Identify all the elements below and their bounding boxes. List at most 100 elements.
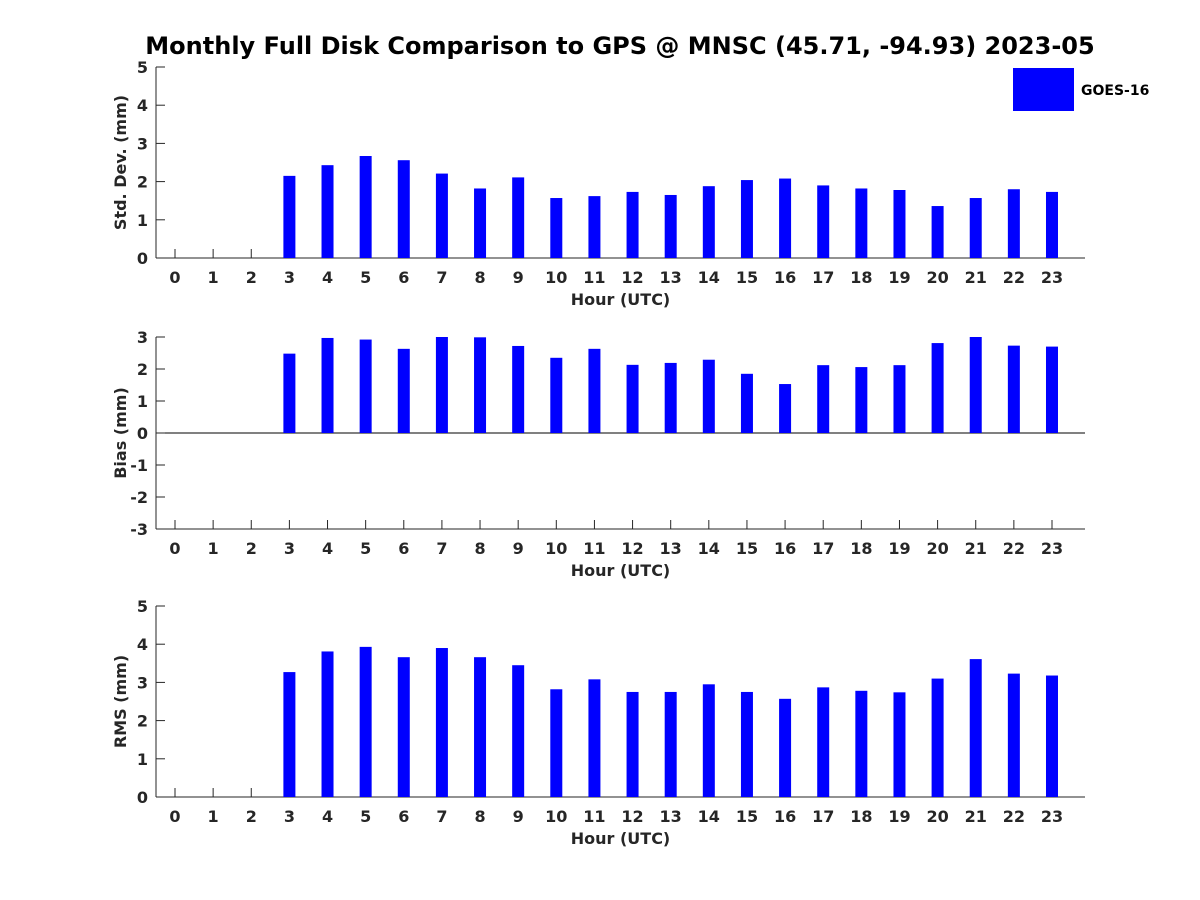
x-tick-label: 14 xyxy=(698,539,720,558)
x-tick-label: 6 xyxy=(398,807,409,826)
y-axis-label: RMS (mm) xyxy=(111,655,130,748)
x-tick-label: 22 xyxy=(1003,268,1025,287)
x-tick-label: 21 xyxy=(965,268,987,287)
y-tick-label: 4 xyxy=(137,96,148,115)
x-tick-label: 10 xyxy=(545,539,567,558)
bar-hour-12 xyxy=(626,191,639,258)
bar-hour-8 xyxy=(474,337,487,433)
x-tick-label: 4 xyxy=(322,268,333,287)
x-tick-label: 8 xyxy=(474,268,485,287)
x-tick-label: 13 xyxy=(660,539,682,558)
bar-hour-6 xyxy=(397,348,410,433)
x-tick-label: 11 xyxy=(583,268,605,287)
x-tick-label: 12 xyxy=(621,807,643,826)
legend-label-goes-16: GOES-16 xyxy=(1081,83,1149,99)
bar-hour-17 xyxy=(817,365,830,433)
bar-hour-7 xyxy=(435,648,448,797)
bar-hour-3 xyxy=(283,353,296,433)
x-tick-label: 22 xyxy=(1003,539,1025,558)
bar-hour-21 xyxy=(969,659,982,797)
x-tick-label: 11 xyxy=(583,539,605,558)
x-tick-label: 16 xyxy=(774,539,796,558)
x-tick-label: 4 xyxy=(322,807,333,826)
bar-hour-23 xyxy=(1045,346,1058,433)
x-tick-label: 19 xyxy=(888,268,910,287)
chart-title: Monthly Full Disk Comparison to GPS @ MN… xyxy=(145,32,1094,60)
bar-hour-10 xyxy=(550,689,563,797)
bar-hour-4 xyxy=(321,651,334,797)
x-tick-label: 19 xyxy=(888,807,910,826)
y-tick-label: 5 xyxy=(137,597,148,616)
y-tick-label: 0 xyxy=(137,249,148,268)
bar-hour-20 xyxy=(931,678,944,797)
bar-hour-9 xyxy=(512,345,525,433)
x-tick-label: 3 xyxy=(284,539,295,558)
x-tick-label: 18 xyxy=(850,807,872,826)
x-tick-label: 8 xyxy=(474,539,485,558)
y-tick-label: -1 xyxy=(130,456,148,475)
bar-hour-13 xyxy=(664,362,677,433)
x-tick-label: 2 xyxy=(246,268,257,287)
bar-hour-17 xyxy=(817,687,830,797)
bar-hour-19 xyxy=(893,692,906,797)
x-tick-label: 14 xyxy=(698,268,720,287)
bar-hour-11 xyxy=(588,679,601,797)
x-tick-label: 13 xyxy=(660,807,682,826)
x-tick-label: 5 xyxy=(360,268,371,287)
x-tick-label: 20 xyxy=(926,807,948,826)
x-tick-label: 18 xyxy=(850,539,872,558)
x-tick-label: 2 xyxy=(246,539,257,558)
x-tick-label: 20 xyxy=(926,539,948,558)
y-tick-label: 2 xyxy=(137,360,148,379)
y-tick-label: 5 xyxy=(137,58,148,77)
x-tick-label: 20 xyxy=(926,268,948,287)
bar-hour-15 xyxy=(740,180,753,258)
x-tick-label: 17 xyxy=(812,807,834,826)
x-tick-label: 10 xyxy=(545,807,567,826)
x-tick-label: 3 xyxy=(284,268,295,287)
bar-hour-7 xyxy=(435,337,448,433)
y-tick-label: 4 xyxy=(137,635,148,654)
y-tick-label: 2 xyxy=(137,173,148,192)
x-tick-label: 17 xyxy=(812,539,834,558)
x-tick-label: 15 xyxy=(736,539,758,558)
bar-hour-5 xyxy=(359,339,372,433)
bar-hour-6 xyxy=(397,160,410,258)
y-tick-label: 1 xyxy=(137,392,148,411)
x-tick-label: 21 xyxy=(965,539,987,558)
x-tick-label: 19 xyxy=(888,539,910,558)
x-tick-label: 0 xyxy=(169,807,180,826)
bar-hour-12 xyxy=(626,364,639,433)
x-tick-label: 16 xyxy=(774,807,796,826)
x-tick-label: 5 xyxy=(360,539,371,558)
x-tick-label: 7 xyxy=(436,268,447,287)
bar-hour-15 xyxy=(740,691,753,797)
x-tick-label: 23 xyxy=(1041,539,1063,558)
x-tick-label: 6 xyxy=(398,539,409,558)
bar-hour-6 xyxy=(397,657,410,797)
bar-hour-19 xyxy=(893,190,906,258)
bar-hour-7 xyxy=(435,173,448,258)
x-tick-label: 21 xyxy=(965,807,987,826)
y-tick-label: -3 xyxy=(130,520,148,539)
x-tick-label: 16 xyxy=(774,268,796,287)
x-axis-label: Hour (UTC) xyxy=(571,290,671,309)
bar-hour-17 xyxy=(817,185,830,258)
bar-hour-13 xyxy=(664,194,677,258)
x-tick-label: 18 xyxy=(850,268,872,287)
x-tick-label: 13 xyxy=(660,268,682,287)
bar-hour-15 xyxy=(740,373,753,433)
x-tick-label: 4 xyxy=(322,539,333,558)
x-tick-label: 1 xyxy=(208,539,219,558)
bar-hour-20 xyxy=(931,206,944,258)
y-tick-label: 2 xyxy=(137,712,148,731)
legend-swatch xyxy=(1013,68,1074,111)
x-axis-label: Hour (UTC) xyxy=(571,829,671,848)
bar-hour-5 xyxy=(359,156,372,258)
bar-hour-13 xyxy=(664,691,677,797)
x-tick-label: 0 xyxy=(169,539,180,558)
x-tick-label: 14 xyxy=(698,807,720,826)
